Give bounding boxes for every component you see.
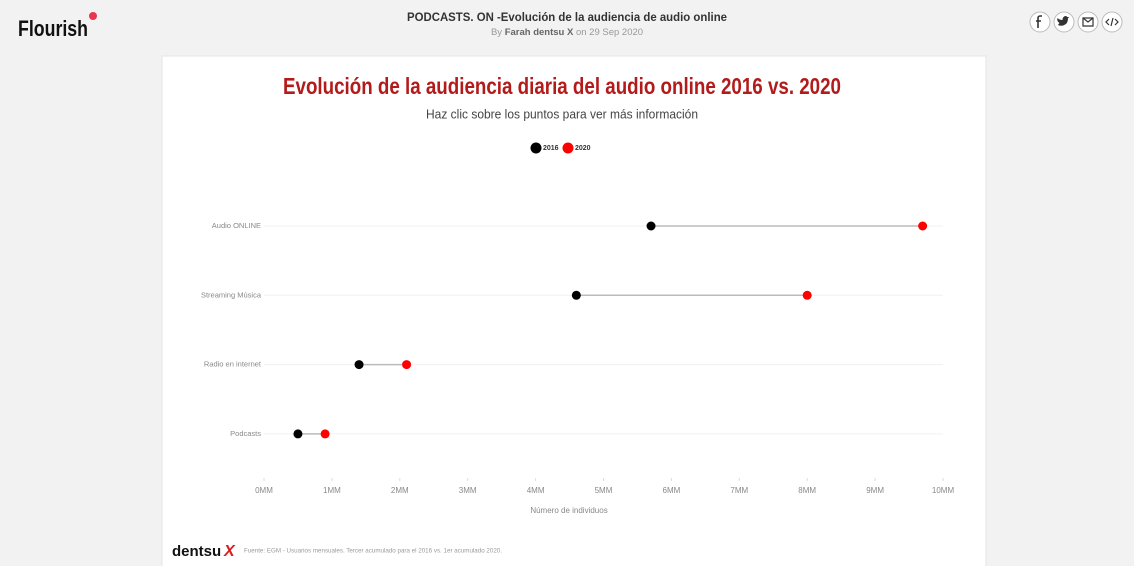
legend-swatch[interactable] [562,142,574,154]
dot[interactable] [354,360,364,370]
x-tick-label: 5MM [595,486,613,495]
x-tick-label: 8MM [798,486,816,495]
byline-date: on 29 Sep 2020 [576,27,643,38]
x-tick-label: 2MM [391,486,409,495]
legend-label[interactable]: 2016 [543,145,559,152]
facebook-icon [1036,15,1042,28]
dot[interactable] [571,290,581,300]
dot[interactable] [802,290,812,300]
brand-dot [89,12,97,20]
x-tick-label: 1MM [323,486,341,495]
chart-card [161,55,987,566]
y-tick-label: Streaming Música [201,290,262,299]
y-tick-label: Audio ONLINE [212,221,261,230]
y-tick-label: Radio en internet [204,360,262,369]
byline-by: By [491,27,502,38]
footer-logo-mark: X [223,543,236,560]
x-axis-title: Número de individuos [530,506,607,515]
legend-swatch[interactable] [530,142,542,154]
share-buttons [1029,11,1123,33]
brand[interactable]: Flourish [18,16,88,41]
x-tick-label: 6MM [663,486,681,495]
byline-author[interactable]: Farah dentsu X [505,27,574,38]
x-tick-label: 10MM [932,486,955,495]
dot[interactable] [646,221,656,231]
footer-logo: dentsu [172,543,221,560]
y-tick-label: Podcasts [230,429,261,438]
x-tick-label: 7MM [730,486,748,495]
x-tick-label: 0MM [255,486,273,495]
source-note: Fuente: EGM - Usuarios mensuales. Tercer… [244,549,502,555]
share-facebook[interactable] [1029,11,1051,33]
dot[interactable] [918,221,928,231]
dot[interactable] [293,429,303,439]
dot[interactable] [402,360,412,370]
embed-icon [1105,17,1119,27]
dot[interactable] [320,429,330,439]
email-icon [1082,17,1094,27]
byline: By Farah dentsu X on 29 Sep 2020 [491,27,643,38]
chart-title: Evolución de la audiencia diaria del aud… [283,73,841,99]
page-title: PODCASTS. ON -Evolución de la audiencia … [407,10,727,24]
twitter-icon [1057,16,1070,26]
legend-label[interactable]: 2020 [575,145,591,152]
chart-subtitle: Haz clic sobre los puntos para ver más i… [426,106,698,121]
x-tick-label: 4MM [527,486,545,495]
x-tick-label: 9MM [866,486,884,495]
x-tick-label: 3MM [459,486,477,495]
